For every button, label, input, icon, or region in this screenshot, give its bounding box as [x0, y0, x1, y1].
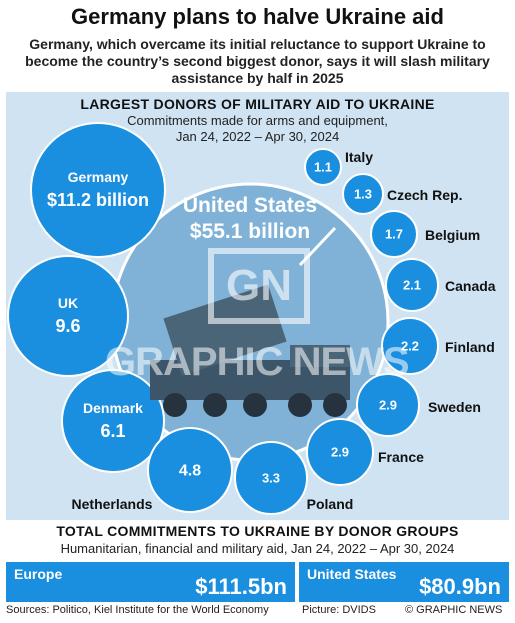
- donors-chart-title: LARGEST DONORS OF MILITARY AID TO UKRAIN…: [80, 96, 435, 112]
- sources: Sources: Politico, Kiel Institute for th…: [6, 604, 269, 616]
- value-germany: $11.2 billion: [47, 190, 149, 210]
- bubble-czech-rep: [342, 173, 384, 215]
- page-title: Germany plans to halve Ukraine aid: [71, 4, 444, 29]
- value-sweden: 2.9: [379, 397, 397, 412]
- bubble-germany: [30, 122, 166, 258]
- us-value: $80.9bn: [419, 574, 501, 599]
- bubble-uk: [7, 255, 129, 377]
- label-denmark: Denmark: [83, 400, 143, 416]
- value-czech-rep: 1.3: [354, 186, 372, 201]
- label-belgium: Belgium: [425, 227, 480, 243]
- value-denmark: 6.1: [100, 421, 125, 441]
- label-czech-rep: Czech Rep.: [387, 187, 462, 203]
- us-total-box: United States $80.9bn: [299, 562, 509, 602]
- graphic-news-text-watermark: GRAPHIC NEWS: [105, 340, 410, 384]
- value-belgium: 1.7: [385, 226, 403, 241]
- us-label: United States: [307, 566, 397, 582]
- picture-credit: Picture: DVIDS: [302, 604, 376, 616]
- label-france: France: [378, 449, 424, 465]
- bubble-finland: [381, 317, 439, 375]
- label-netherlands: Netherlands: [72, 496, 153, 512]
- europe-value: $111.5bn: [195, 574, 287, 599]
- europe-total-box: Europe $111.5bn: [6, 562, 295, 602]
- label-italy: Italy: [345, 149, 373, 165]
- label-uk: UK: [58, 295, 78, 311]
- value-france: 2.9: [331, 444, 349, 459]
- label-united-states: United States: [183, 194, 317, 217]
- groups-subtitle: Humanitarian, financial and military aid…: [60, 541, 455, 556]
- value-netherlands: 4.8: [179, 462, 201, 479]
- value-poland: 3.3: [262, 470, 280, 485]
- bubble-netherlands: [147, 427, 233, 513]
- donors-chart-subtitle-1: Commitments made for arms and equipment,: [127, 113, 388, 128]
- bubble-poland: [234, 441, 308, 515]
- label-finland: Finland: [445, 339, 495, 355]
- donors-chart-subtitle-2: Jan 24, 2022 – Apr 30, 2024: [175, 129, 340, 144]
- value-finland: 2.2: [401, 338, 419, 353]
- label-canada: Canada: [445, 278, 496, 294]
- bubble-sweden: [356, 373, 420, 437]
- copyright: © GRAPHIC NEWS: [405, 604, 503, 616]
- europe-label: Europe: [14, 566, 63, 582]
- value-canada: 2.1: [403, 277, 421, 292]
- bubble-france: [306, 418, 374, 486]
- group-totals: Europe $111.5bn United States $80.9bn: [6, 562, 509, 602]
- page-subtitle: Germany, which overcame its initial relu…: [25, 36, 490, 86]
- bubble-italy: [304, 148, 342, 186]
- groups-title: TOTAL COMMITMENTS TO UKRAINE BY DONOR GR…: [56, 523, 459, 539]
- bubble-denmark: [61, 369, 165, 473]
- label-sweden: Sweden: [428, 399, 481, 415]
- label-germany: Germany: [68, 169, 129, 185]
- label-poland: Poland: [307, 496, 354, 512]
- launcher-picture: [150, 226, 350, 417]
- bubble-belgium: [370, 210, 418, 258]
- bubble-canada: [385, 258, 439, 312]
- value-uk: 9.6: [55, 316, 80, 336]
- value-italy: 1.1: [314, 159, 332, 174]
- graphic-news-logo-watermark: GN: [208, 248, 310, 324]
- value-united-states: $55.1 billion: [190, 220, 310, 243]
